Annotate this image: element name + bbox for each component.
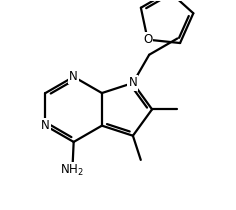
Text: N: N (41, 119, 50, 132)
Text: N: N (129, 76, 137, 89)
Text: NH$_2$: NH$_2$ (60, 163, 84, 178)
Text: O: O (143, 33, 152, 46)
Text: N: N (69, 70, 78, 83)
